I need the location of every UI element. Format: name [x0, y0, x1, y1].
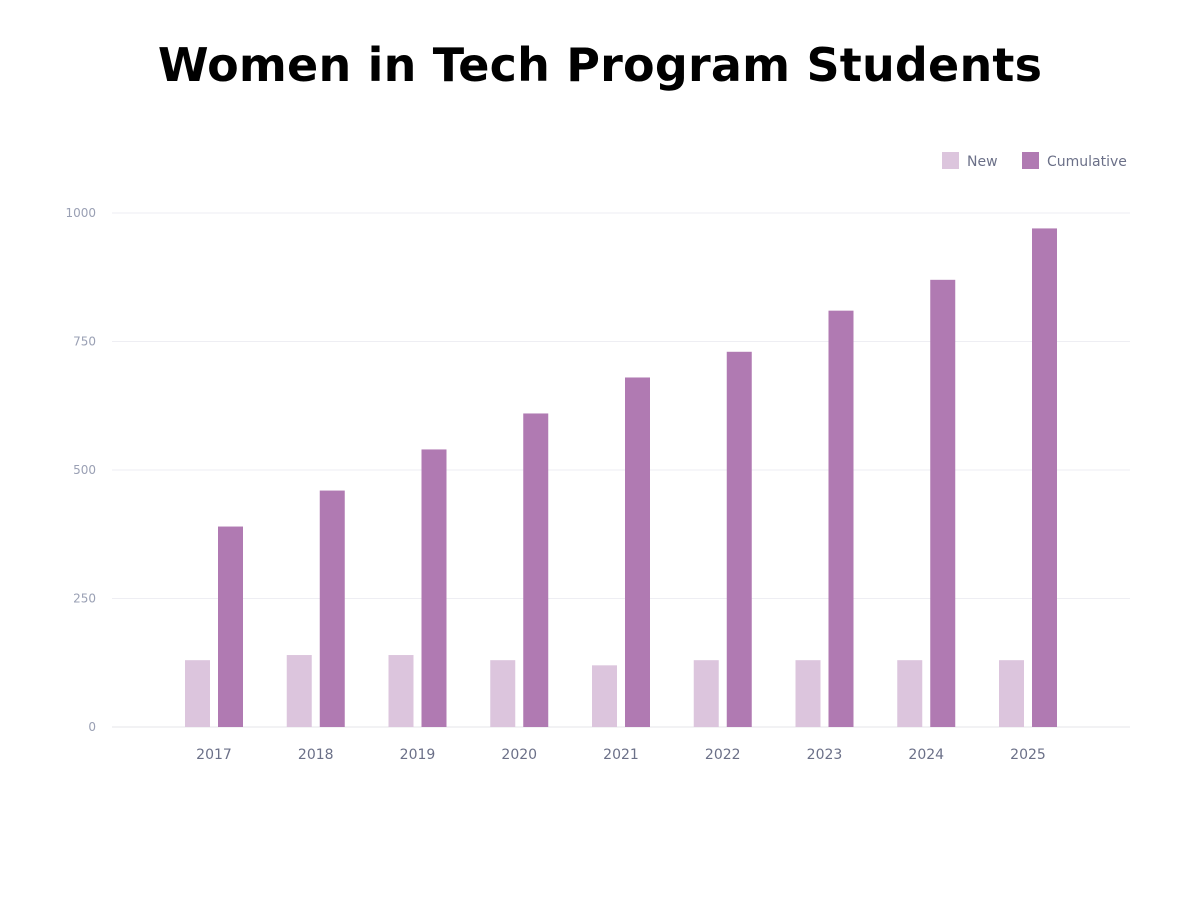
y-tick-label-250: 250 — [73, 592, 96, 606]
y-tick-label-750: 750 — [73, 335, 96, 349]
x-tick-label-2019: 2019 — [400, 747, 436, 763]
bar-cumulative-2022 — [726, 351, 752, 727]
bar-cumulative-2023 — [828, 310, 854, 727]
bars — [185, 228, 1057, 728]
legend-swatch-new — [942, 152, 959, 169]
bar-new-2024 — [897, 660, 923, 727]
bar-cumulative-2019 — [421, 449, 447, 727]
bar-new-2022 — [693, 660, 719, 727]
bar-new-2021 — [592, 665, 617, 727]
bar-cumulative-2021 — [625, 377, 650, 727]
legend-label-cumulative: Cumulative — [1047, 154, 1127, 170]
x-axis-labels: 2017 2018 2019 2020 2021 2022 2023 2024 2025 — [196, 747, 1046, 763]
bar-new-2023 — [795, 660, 821, 727]
y-axis-ticks: 0 250 500 750 1000 — [65, 206, 96, 734]
y-tick-label-500: 500 — [73, 463, 96, 477]
x-tick-label-2017: 2017 — [196, 747, 232, 763]
bar-cumulative-2020 — [523, 413, 549, 727]
bar-cumulative-2018 — [319, 490, 345, 727]
x-tick-label-2020: 2020 — [501, 747, 537, 763]
y-tick-label-0: 0 — [88, 720, 96, 734]
chart-title: Women in Tech Program Students — [157, 38, 1043, 92]
x-tick-label-2018: 2018 — [298, 747, 334, 763]
legend-label-new: New — [967, 154, 998, 170]
x-tick-label-2021: 2021 — [603, 747, 639, 763]
bar-new-2017 — [185, 660, 210, 727]
y-tick-label-1000: 1000 — [65, 206, 96, 220]
bar-new-2018 — [286, 655, 312, 727]
bar-new-2019 — [388, 655, 414, 727]
bar-cumulative-2025 — [1032, 228, 1057, 728]
bar-new-2025 — [999, 660, 1024, 727]
bar-new-2020 — [490, 660, 516, 727]
bar-cumulative-2017 — [218, 526, 243, 727]
x-tick-label-2023: 2023 — [807, 747, 843, 763]
gridlines — [112, 212, 1130, 728]
x-tick-label-2022: 2022 — [705, 747, 741, 763]
bar-cumulative-2024 — [930, 279, 956, 727]
x-tick-label-2024: 2024 — [908, 747, 944, 763]
x-tick-label-2025: 2025 — [1010, 747, 1046, 763]
legend: New Cumulative — [942, 152, 1127, 170]
legend-swatch-cumulative — [1022, 152, 1039, 169]
